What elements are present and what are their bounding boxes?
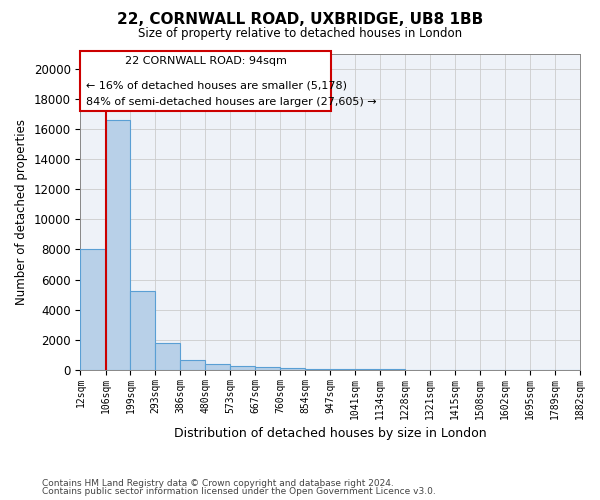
Bar xyxy=(205,364,230,370)
Bar xyxy=(256,368,280,370)
X-axis label: Distribution of detached houses by size in London: Distribution of detached houses by size … xyxy=(174,427,487,440)
Bar xyxy=(106,120,130,370)
Bar xyxy=(355,369,380,370)
Text: 84% of semi-detached houses are larger (27,605) →: 84% of semi-detached houses are larger (… xyxy=(86,98,376,108)
Text: Size of property relative to detached houses in London: Size of property relative to detached ho… xyxy=(138,28,462,40)
Bar xyxy=(80,50,331,111)
Bar xyxy=(130,291,155,370)
Bar xyxy=(280,368,305,370)
Text: ← 16% of detached houses are smaller (5,178): ← 16% of detached houses are smaller (5,… xyxy=(86,80,347,90)
Text: Contains HM Land Registry data © Crown copyright and database right 2024.: Contains HM Land Registry data © Crown c… xyxy=(42,478,394,488)
Bar xyxy=(305,368,330,370)
Y-axis label: Number of detached properties: Number of detached properties xyxy=(15,119,28,305)
Text: 22, CORNWALL ROAD, UXBRIDGE, UB8 1BB: 22, CORNWALL ROAD, UXBRIDGE, UB8 1BB xyxy=(117,12,483,28)
Bar xyxy=(181,360,205,370)
Text: 22 CORNWALL ROAD: 94sqm: 22 CORNWALL ROAD: 94sqm xyxy=(125,56,287,66)
Bar xyxy=(230,366,256,370)
Bar xyxy=(155,343,181,370)
Bar xyxy=(330,369,355,370)
Text: Contains public sector information licensed under the Open Government Licence v3: Contains public sector information licen… xyxy=(42,488,436,496)
Bar xyxy=(80,248,106,370)
